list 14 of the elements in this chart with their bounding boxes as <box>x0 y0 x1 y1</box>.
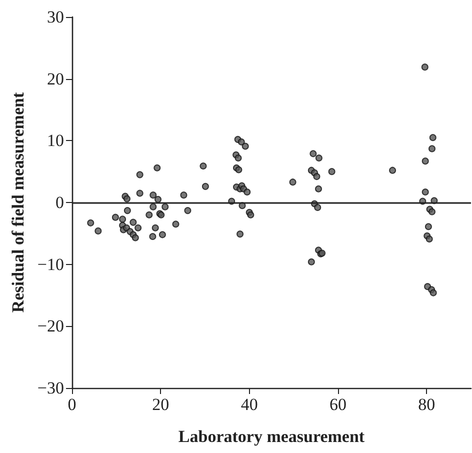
y-tick-label: 10 <box>47 131 64 150</box>
y-tick-label: 0 <box>56 193 64 212</box>
x-tick-label: 80 <box>418 395 436 414</box>
x-tick-label: 60 <box>330 395 346 414</box>
x-axis-title: Laboratory measurement <box>178 427 365 446</box>
x-tick-label: 20 <box>152 395 170 414</box>
x-tick-label: 40 <box>240 395 258 414</box>
y-tick-label: −20 <box>37 316 64 336</box>
x-tick-label: 0 <box>68 395 76 414</box>
y-tick-label: −30 <box>37 378 64 398</box>
y-tick-label: 30 <box>47 8 64 26</box>
y-axis-title: Residual of field measurement <box>8 92 28 313</box>
y-tick-label: 20 <box>47 69 64 88</box>
y-tick-label: −10 <box>37 254 64 274</box>
